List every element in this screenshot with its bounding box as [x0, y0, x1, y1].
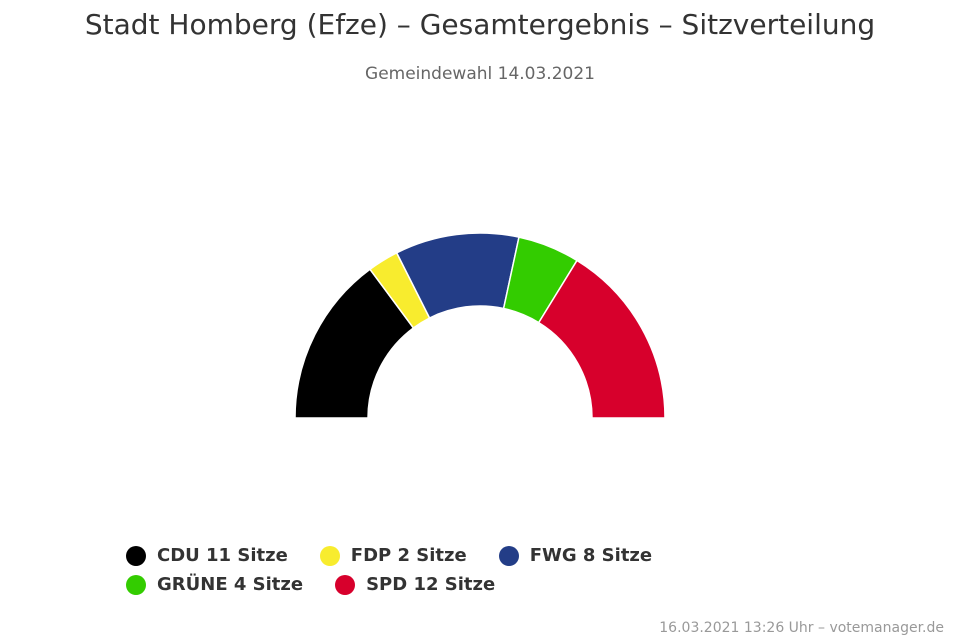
legend-dot-spd	[335, 574, 356, 595]
legend-dot-cdu	[126, 545, 146, 566]
legend-item-fwg[interactable]: FWG 8 Sitze	[498, 545, 653, 566]
legend: CDU 11 Sitze FDP 2 Sitze FWG 8 Sitze GRÜ…	[126, 545, 886, 595]
legend-dot-fdp	[319, 545, 340, 566]
legend-label-spd: SPD 12 Sitze	[366, 574, 496, 595]
legend-item-gruene[interactable]: GRÜNE 4 Sitze	[126, 574, 303, 595]
legend-label-fdp: FDP 2 Sitze	[350, 545, 467, 566]
legend-dot-gruene	[126, 574, 146, 595]
seat-arcs	[294, 232, 666, 419]
credits-link[interactable]: 16.03.2021 13:26 Uhr – votemanager.de	[659, 620, 944, 636]
legend-label-fwg: FWG 8 Sitze	[529, 545, 653, 566]
legend-item-fdp[interactable]: FDP 2 Sitze	[319, 545, 467, 566]
chart-title: Stadt Homberg (Efze) – Gesamtergebnis – …	[84, 8, 876, 41]
legend-label-gruene: GRÜNE 4 Sitze	[157, 574, 304, 595]
arc-spd[interactable]	[537, 259, 666, 419]
legend-item-cdu[interactable]: CDU 11 Sitze	[126, 545, 288, 566]
chart-subtitle: Gemeindewahl 14.03.2021	[365, 64, 595, 84]
legend-label-cdu: CDU 11 Sitze	[157, 545, 288, 566]
legend-item-spd[interactable]: SPD 12 Sitze	[335, 574, 495, 595]
legend-dot-fwg	[498, 545, 519, 566]
